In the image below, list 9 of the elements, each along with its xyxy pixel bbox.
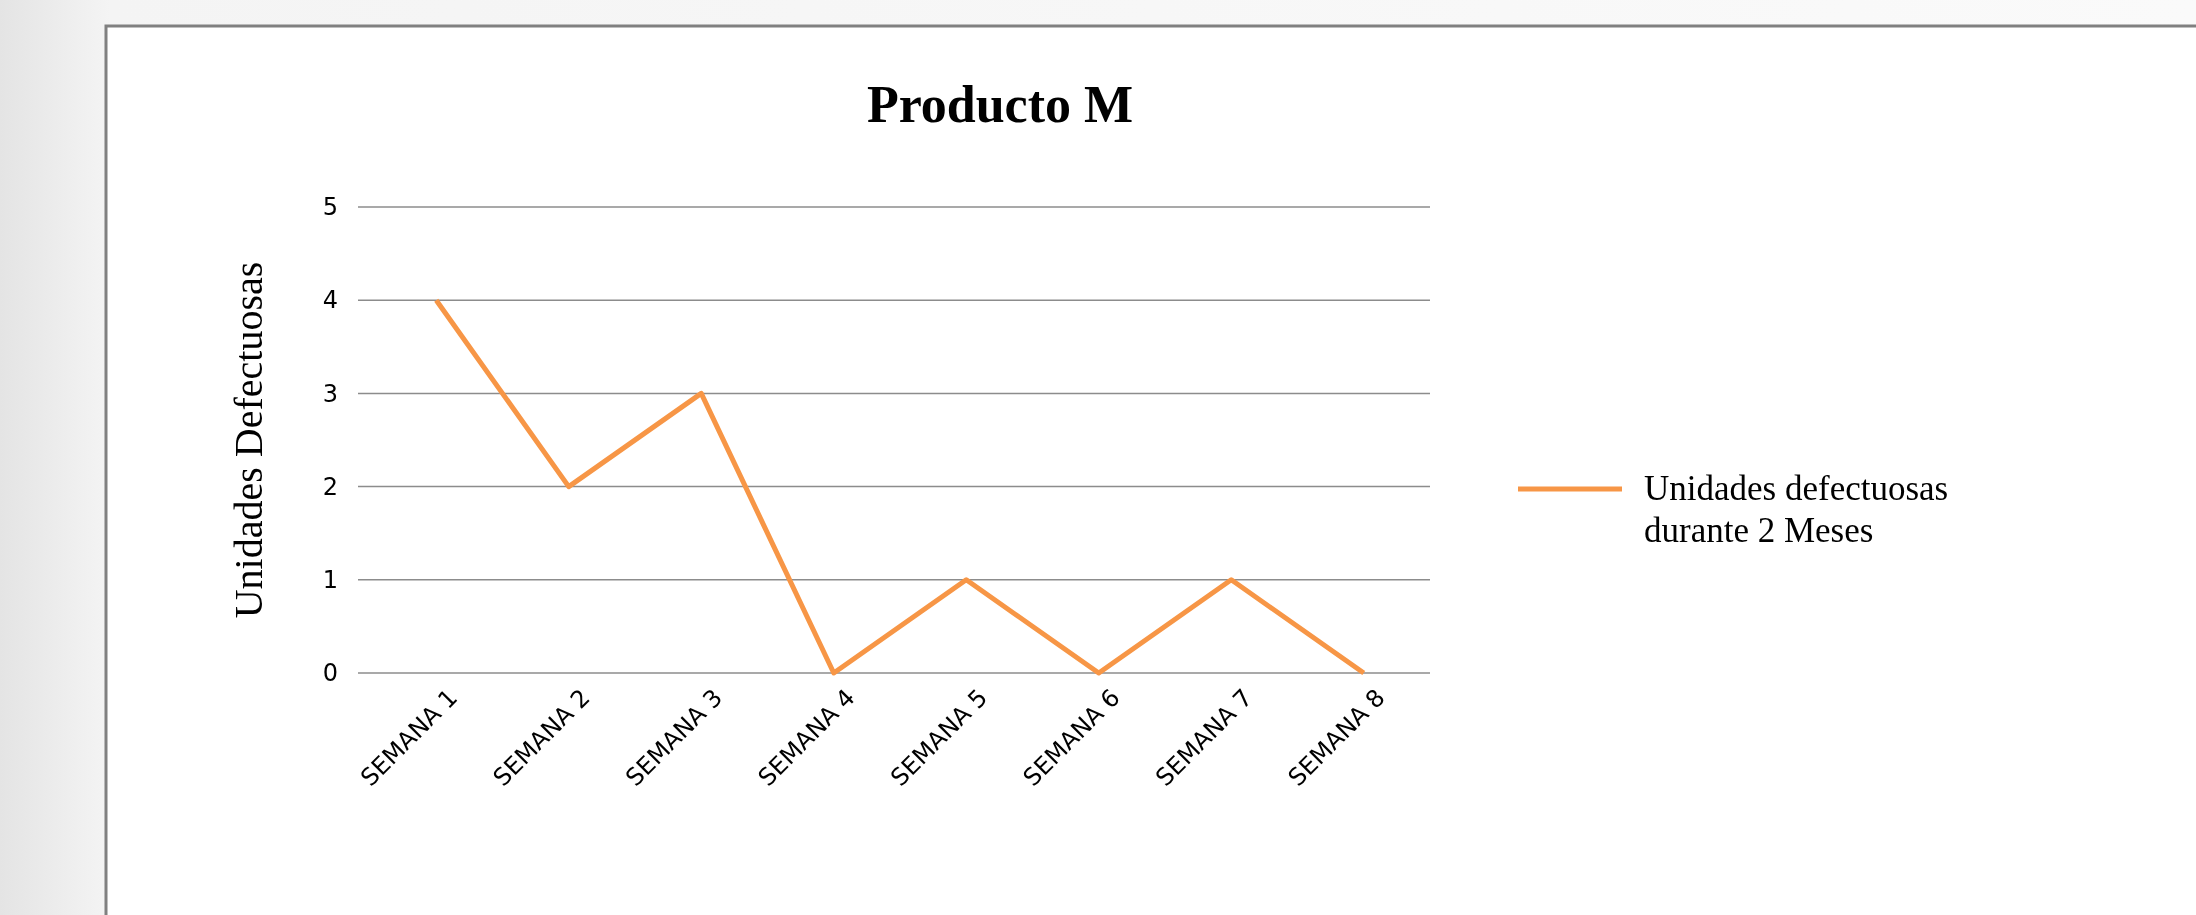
y-tick-label: 3 [322,379,338,408]
legend-label: Unidades defectuosas durante 2 Meses [1644,469,1949,550]
chart-title: Producto M [866,76,1134,133]
y-tick-label: 5 [322,193,338,222]
y-axis-title: Unidades Defectuosas [226,261,271,619]
y-tick-label: 2 [322,472,338,501]
y-tick-label: 4 [322,286,338,315]
y-tick-label: 1 [322,565,338,594]
y-tick-label: 0 [322,659,338,688]
